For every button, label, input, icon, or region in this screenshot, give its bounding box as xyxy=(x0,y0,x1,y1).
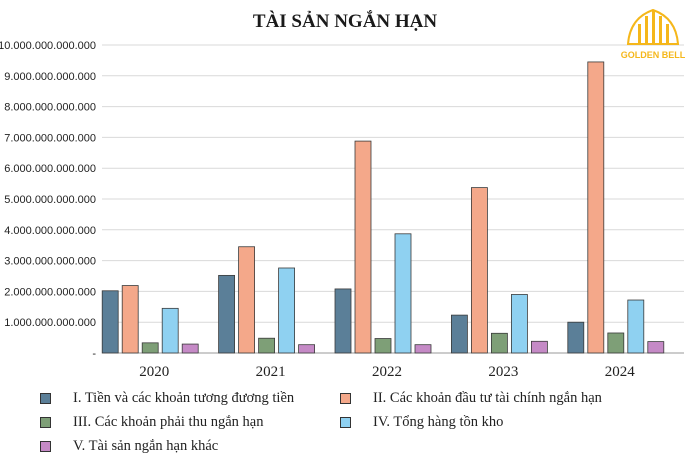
bar-2022-series-4 xyxy=(394,233,412,354)
x-tick-label: 2024 xyxy=(605,364,636,380)
legend-label: V. Tài sản ngắn hạn khác xyxy=(73,438,219,454)
bar-2024-series-2 xyxy=(587,61,605,354)
bar-2021-series-5 xyxy=(298,344,316,354)
bar-2024-series-5 xyxy=(647,341,665,354)
bar-2022-series-3 xyxy=(374,338,392,354)
legend-label: II. Các khoản đầu tư tài chính ngắn hạn xyxy=(373,390,602,406)
bar-2024-series-4 xyxy=(627,299,645,354)
legend-item-1: I. Tiền và các khoản tương đương tiền xyxy=(40,390,294,407)
legend-item-3: III. Các khoản phải thu ngắn hạn xyxy=(40,414,263,431)
y-tick-label: 9.000.000.000.000 xyxy=(4,71,96,83)
legend-swatch xyxy=(40,417,51,428)
bar-2023-series-4 xyxy=(510,294,528,354)
bar-2023-series-5 xyxy=(531,340,548,354)
legend-label: IV. Tổng hàng tồn kho xyxy=(373,414,504,430)
golden-bell-logo: GOLDEN BELL xyxy=(620,4,686,62)
bar-2021-series-1 xyxy=(218,274,236,354)
bar-2022-series-2 xyxy=(354,140,372,354)
x-tick-label: 2020 xyxy=(139,364,169,380)
legend-label: III. Các khoản phải thu ngắn hạn xyxy=(73,414,264,430)
legend-swatch xyxy=(40,441,51,452)
y-tick-label: 4.000.000.000.000 xyxy=(4,225,96,237)
legend-item-2: II. Các khoản đầu tư tài chính ngắn hạn xyxy=(340,390,602,407)
legend-swatch xyxy=(340,393,351,404)
bar-2023-series-3 xyxy=(490,332,508,354)
legend-swatch xyxy=(340,417,351,428)
x-tick-label: 2023 xyxy=(488,364,518,380)
bar-2024-series-1 xyxy=(567,321,585,354)
bar-2020-series-5 xyxy=(181,343,199,354)
legend-swatch xyxy=(40,393,51,404)
chart-title: TÀI SẢN NGẮN HẠN xyxy=(253,10,437,32)
y-tick-label: 7.000.000.000.000 xyxy=(4,132,96,144)
bars xyxy=(101,61,665,354)
y-tick-label: 1.000.000.000.000 xyxy=(4,317,96,329)
y-axis-ticks: - 1.000.000.000.000 2.000.000.000.000 3.000… xyxy=(0,40,96,360)
y-tick-label: 5.000.000.000.000 xyxy=(4,194,96,206)
grid-lines xyxy=(102,44,684,354)
legend: I. Tiền và các khoản tương đương tiền II.… xyxy=(40,386,690,462)
bar-2024-series-3 xyxy=(607,332,625,354)
bar-2022-series-5 xyxy=(414,344,432,354)
bar-2020-series-1 xyxy=(101,290,119,354)
bar-2023-series-1 xyxy=(450,314,468,354)
bar-2020-series-3 xyxy=(141,342,159,354)
y-tick-label: 3.000.000.000.000 xyxy=(4,256,96,268)
legend-item-5: V. Tài sản ngắn hạn khác xyxy=(40,438,218,455)
bar-2020-series-2 xyxy=(121,285,139,354)
bar-2021-series-2 xyxy=(238,246,256,354)
x-tick-label: 2022 xyxy=(372,364,402,380)
y-tick-label: - xyxy=(92,348,96,360)
bar-2022-series-1 xyxy=(334,288,352,354)
y-tick-label: 8.000.000.000.000 xyxy=(4,102,96,114)
logo-text: GOLDEN BELL xyxy=(621,50,686,60)
x-tick-label: 2021 xyxy=(256,364,286,380)
y-tick-label: 6.000.000.000.000 xyxy=(4,163,96,175)
x-axis-ticks: 2020 2021 2022 2023 2024 xyxy=(139,364,635,380)
legend-label: I. Tiền và các khoản tương đương tiền xyxy=(73,390,295,406)
legend-item-4: IV. Tổng hàng tồn kho xyxy=(340,414,503,431)
bar-2020-series-4 xyxy=(161,307,179,354)
bar-2021-series-4 xyxy=(278,267,296,354)
bar-2023-series-2 xyxy=(470,187,488,354)
y-tick-label: 10.000.000.000.000 xyxy=(0,40,96,52)
bar-2021-series-3 xyxy=(258,337,276,354)
y-tick-label: 2.000.000.000.000 xyxy=(4,286,96,298)
bell-icon: GOLDEN BELL xyxy=(621,8,686,60)
